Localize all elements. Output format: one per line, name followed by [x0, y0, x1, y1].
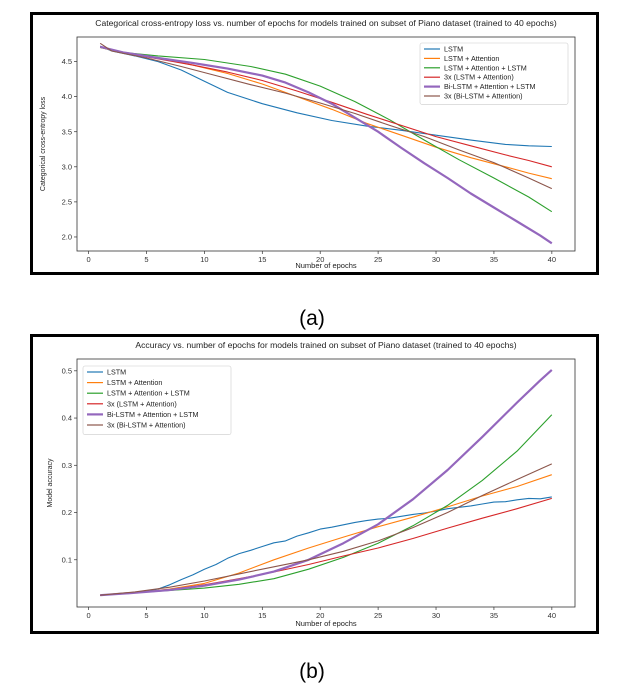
- loss-legend-label: 3x (Bi-LSTM + Attention): [444, 92, 523, 101]
- caption-a: (a): [299, 307, 325, 330]
- loss-chart: Categorical cross-entropy loss vs. numbe…: [40, 18, 576, 270]
- loss-legend-label: Bi-LSTM + Attention + LSTM: [444, 82, 535, 91]
- loss-x-tick-label: 40: [548, 255, 556, 264]
- loss-x-tick-label: 10: [200, 255, 208, 264]
- loss-x-tick-label: 0: [86, 255, 90, 264]
- acc-legend: [82, 365, 232, 435]
- loss-x-axis-label: Number of epochs: [295, 261, 357, 270]
- acc-series-line-6: [100, 463, 553, 596]
- loss-legend: [419, 42, 569, 105]
- loss-series-line-5: [99, 45, 553, 245]
- loss-series-line-4: [100, 46, 552, 168]
- loss-chart-title: Categorical cross-entropy loss vs. numbe…: [95, 18, 557, 28]
- acc-legend-label: 3x (LSTM + Attention): [107, 399, 177, 408]
- loss-y-axis-label: Categorical cross-entropy loss: [40, 96, 47, 191]
- acc-y-tick-label: 0.5: [62, 366, 72, 375]
- acc-legend-label: LSTM + Attention: [107, 378, 162, 387]
- acc-x-tick-label: 10: [200, 611, 208, 620]
- acc-legend-label: 3x (Bi-LSTM + Attention): [107, 421, 186, 430]
- acc-series-line-3: [100, 414, 553, 596]
- acc-x-tick-label: 15: [258, 611, 266, 620]
- acc-y-tick-label: 0.1: [62, 555, 72, 564]
- accuracy-chart: Accuracy vs. number of epochs for models…: [47, 340, 576, 628]
- acc-x-tick-label: 30: [432, 611, 440, 620]
- loss-legend-label: LSTM + Attention + LSTM: [444, 63, 527, 72]
- loss-y-tick-label: 2.5: [62, 197, 72, 206]
- accuracy-chart-panel: Accuracy vs. number of epochs for models…: [30, 334, 599, 634]
- acc-x-tick-label: 40: [548, 611, 556, 620]
- acc-series-line-1: [100, 496, 552, 596]
- loss-y-tick-label: 2.0: [62, 233, 72, 242]
- loss-series-line-6: [99, 42, 553, 190]
- loss-x-tick-label: 5: [144, 255, 148, 264]
- loss-x-tick-label: 35: [490, 255, 498, 264]
- loss-legend-label: LSTM + Attention: [444, 54, 499, 63]
- loss-y-tick-label: 4.0: [62, 92, 72, 101]
- loss-x-tick-label: 15: [258, 255, 266, 264]
- acc-x-tick-label: 35: [490, 611, 498, 620]
- acc-legend-label: Bi-LSTM + Attention + LSTM: [107, 410, 198, 419]
- acc-y-tick-label: 0.4: [62, 414, 72, 423]
- caption-b: (b): [299, 660, 325, 683]
- loss-y-tick-label: 3.5: [62, 127, 72, 136]
- acc-chart-title: Accuracy vs. number of epochs for models…: [135, 340, 516, 350]
- acc-y-tick-label: 0.2: [62, 508, 72, 517]
- acc-legend-label: LSTM + Attention + LSTM: [107, 389, 190, 398]
- loss-x-tick-label: 25: [374, 255, 382, 264]
- acc-x-axis-label: Number of epochs: [295, 619, 357, 628]
- acc-y-axis-label: Model accuracy: [47, 458, 54, 508]
- loss-series-line-3: [100, 46, 553, 213]
- loss-x-tick-label: 30: [432, 255, 440, 264]
- acc-series-line-5: [100, 369, 553, 597]
- acc-x-tick-label: 25: [374, 611, 382, 620]
- acc-series-line-4: [100, 497, 552, 596]
- acc-legend-label: LSTM: [107, 368, 126, 377]
- loss-plot-frame: [76, 36, 576, 252]
- acc-plot-frame: [76, 358, 576, 608]
- acc-x-tick-label: 0: [86, 611, 90, 620]
- loss-legend-label: 3x (LSTM + Attention): [444, 73, 514, 82]
- acc-x-tick-label: 5: [144, 611, 148, 620]
- loss-chart-panel: Categorical cross-entropy loss vs. numbe…: [30, 12, 599, 275]
- loss-y-tick-label: 3.0: [62, 162, 72, 171]
- acc-series-line-2: [100, 474, 552, 596]
- loss-legend-label: LSTM: [444, 45, 463, 54]
- acc-x-tick-label: 20: [316, 611, 324, 620]
- loss-y-tick-label: 4.5: [62, 57, 72, 66]
- loss-series-line-1: [99, 45, 552, 148]
- acc-y-tick-label: 0.3: [62, 461, 72, 470]
- loss-x-tick-label: 20: [316, 255, 324, 264]
